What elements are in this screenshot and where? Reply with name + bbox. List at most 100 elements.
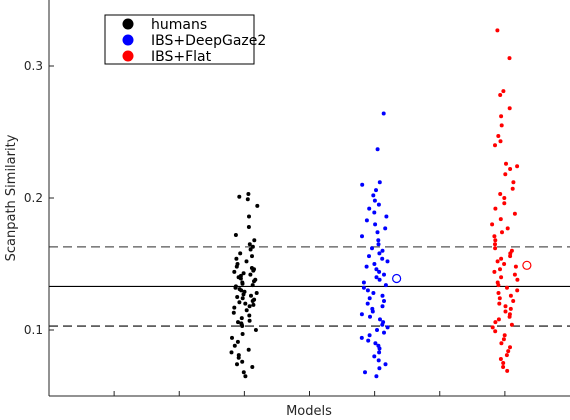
point-ibs-flat [495,28,500,33]
legend-label: IBS+DeepGaze2 [151,33,266,49]
point-humans [248,247,253,252]
y-tick-label: 0.3 [24,59,43,73]
point-ibs-deepgaze2 [364,264,369,269]
point-humans [236,320,240,325]
point-humans [229,350,234,355]
point-ibs-deepgaze2 [385,325,390,330]
point-ibs-flat [508,345,512,350]
point-ibs-deepgaze2 [367,206,372,211]
point-ibs-flat [503,172,508,177]
point-humans [240,281,245,286]
point-humans [250,299,255,303]
point-ibs-deepgaze2 [372,262,377,266]
point-ibs-flat [499,341,504,346]
point-ibs-deepgaze2 [374,267,379,272]
point-humans [246,347,251,352]
point-humans [244,308,249,313]
point-ibs-deepgaze2 [380,293,385,298]
point-humans [231,310,236,315]
point-ibs-deepgaze2 [370,246,374,251]
point-ibs-deepgaze2 [377,277,382,282]
point-ibs-flat [512,272,517,277]
point-humans [238,276,243,281]
point-humans [235,295,240,299]
point-ibs-flat [496,134,501,138]
point-ibs-flat [515,164,520,169]
point-humans [250,244,255,249]
point-humans [232,343,237,348]
point-ibs-deepgaze2 [376,238,381,243]
point-ibs-flat [490,222,495,227]
point-ibs-deepgaze2 [372,198,377,203]
point-ibs-flat [498,217,503,222]
point-ibs-flat [506,349,511,354]
point-ibs-deepgaze2 [367,296,372,301]
point-ibs-flat [493,143,497,148]
point-humans [245,197,250,202]
point-ibs-deepgaze2 [361,280,366,285]
point-ibs-flat [497,296,502,301]
point-ibs-flat [499,123,504,128]
point-humans [250,254,254,259]
point-humans [252,238,257,243]
point-humans [255,203,260,208]
point-ibs-deepgaze2 [378,317,382,322]
point-humans [246,225,251,229]
y-axis-label: Scanpath Similarity [4,134,19,261]
point-ibs-flat [493,242,497,247]
point-humans [235,339,240,344]
point-ibs-flat [496,317,501,322]
point-ibs-flat [502,196,507,200]
point-ibs-flat [513,264,518,269]
point-ibs-flat [490,325,495,330]
point-ibs-flat [499,256,504,261]
point-humans [243,301,248,306]
point-humans [237,300,242,305]
point-humans [253,328,258,332]
point-humans [247,304,252,309]
point-humans [254,291,259,295]
point-humans [233,285,238,290]
point-ibs-flat [505,285,509,290]
point-ibs-deepgaze2 [381,111,386,116]
point-humans [234,264,239,269]
x-ticks [113,391,506,396]
point-ibs-deepgaze2 [382,330,386,335]
point-humans [240,324,245,328]
point-ibs-deepgaze2 [383,283,388,288]
legend-label: humans [151,17,207,33]
point-humans [232,269,237,274]
point-ibs-flat [495,259,500,264]
point-ibs-flat [515,288,520,293]
point-humans [240,332,245,336]
point-ibs-flat [507,314,512,319]
point-ibs-flat [502,201,507,206]
mean-markers [392,260,532,284]
point-humans [241,271,246,276]
point-ibs-deepgaze2 [377,180,382,185]
point-humans [249,293,253,298]
point-ibs-deepgaze2 [373,222,378,227]
point-ibs-flat [498,192,503,196]
y-tick-label: 0.1 [24,323,43,337]
point-ibs-deepgaze2 [360,182,365,187]
point-ibs-deepgaze2 [364,218,369,223]
point-humans [237,194,242,199]
point-ibs-deepgaze2 [371,193,376,198]
point-ibs-deepgaze2 [372,210,377,215]
point-ibs-deepgaze2 [377,350,382,355]
point-ibs-deepgaze2 [375,230,380,235]
point-ibs-flat [493,320,498,325]
point-humans [248,272,253,277]
point-ibs-flat [496,291,501,295]
point-ibs-deepgaze2 [360,234,364,239]
point-humans [247,214,251,219]
point-ibs-flat [507,56,512,61]
legend-marker [122,34,134,46]
point-ibs-deepgaze2 [380,256,385,261]
point-ibs-flat [505,226,510,231]
point-ibs-deepgaze2 [365,301,370,306]
point-ibs-flat [500,230,504,235]
point-ibs-deepgaze2 [377,366,382,371]
